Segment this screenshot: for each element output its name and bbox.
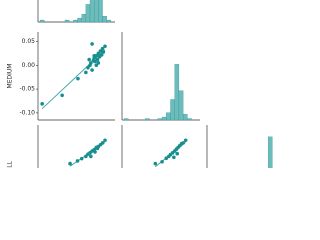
hist-bar <box>267 136 273 209</box>
scatter-point <box>99 53 104 57</box>
hist-bar <box>182 113 188 121</box>
scatter-point <box>92 53 96 58</box>
scatter-point <box>68 161 72 166</box>
hist-bar <box>145 118 150 121</box>
hist-bar <box>85 4 91 23</box>
scatter-point <box>103 44 107 49</box>
y-axis-label: MEDIUM <box>7 64 14 89</box>
scatter-point <box>95 57 100 62</box>
scatter-point <box>183 138 188 143</box>
scatter-point <box>90 42 94 46</box>
y-tick-label: 0.05 <box>22 38 36 45</box>
hist-bar <box>98 0 103 23</box>
y-tick-label: -0.10 <box>19 109 35 116</box>
scatter-point <box>89 154 93 159</box>
hist-bar <box>123 118 129 121</box>
hist-bar <box>89 0 95 23</box>
scatter-point <box>60 93 64 98</box>
hist-bar <box>81 14 87 23</box>
scatter-point <box>175 151 180 156</box>
y-tick-label: 0.00 <box>22 62 36 69</box>
hist-bar <box>187 118 192 121</box>
hist-bar <box>161 116 167 121</box>
hist-bar <box>174 64 180 121</box>
scatter-point <box>94 63 99 68</box>
scatter-point <box>93 150 97 154</box>
scatter-point <box>95 146 100 151</box>
scatter-point <box>181 141 185 145</box>
scatter-point <box>40 102 44 106</box>
y-tick-label: -0.05 <box>19 86 35 93</box>
scatter-point <box>87 57 91 62</box>
hist-bar <box>178 90 184 121</box>
hist-bar <box>102 15 107 23</box>
scatter-point <box>89 61 93 65</box>
hist-bar <box>94 0 99 23</box>
scatter-point <box>76 76 80 81</box>
scatter-point <box>86 65 90 70</box>
hist-bar <box>77 17 82 23</box>
hist-bar <box>170 99 175 121</box>
scatter-point <box>96 61 101 65</box>
hist-bar <box>166 112 171 121</box>
scatter-point <box>79 156 84 161</box>
y-axis-label: ALL <box>7 160 14 168</box>
hist-bar <box>157 118 163 121</box>
hist-bar <box>39 19 45 23</box>
scatter-point <box>98 49 103 53</box>
scatter-point <box>96 51 101 56</box>
scatter-point <box>93 59 97 64</box>
hist-bar <box>64 19 70 23</box>
scatter-point <box>103 138 107 143</box>
scatter-point <box>84 70 88 75</box>
pairplot: MEDIUM 0.05 0.00 -0.05 -0.10 ALL <box>7 0 286 209</box>
scatter-point <box>100 46 105 51</box>
scatter-point <box>172 155 176 160</box>
scatter-point <box>101 50 106 54</box>
hist-bar <box>106 19 111 23</box>
scatter-point <box>75 159 80 163</box>
scatter-point <box>164 156 169 160</box>
scatter-point <box>90 68 94 72</box>
hist-bar <box>73 19 78 23</box>
scatter-point <box>100 141 105 145</box>
scatter-point <box>160 159 164 164</box>
scatter-point <box>153 161 158 166</box>
